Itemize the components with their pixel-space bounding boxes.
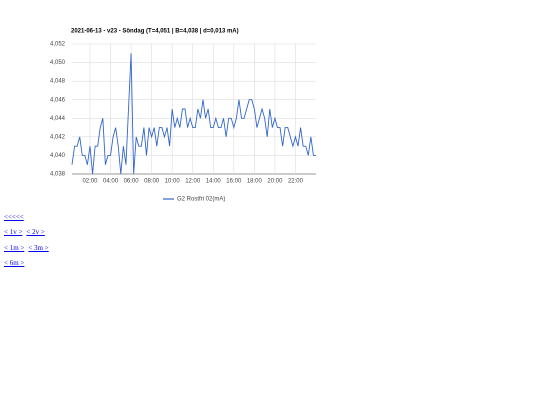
nav-link[interactable]: <<<<< [4,213,24,221]
nav-link[interactable]: < 6m > [4,258,25,267]
y-tick-label: 4,050 [50,60,66,66]
y-tick-label: 4,040 [50,153,66,159]
x-tick-label: 20:00 [267,179,283,185]
nav-row: < 1m > < 3m > [4,244,53,259]
nav-row: < 1v > < 2v > [4,228,53,243]
nav-link[interactable]: < 1v > [4,228,23,237]
nav-link[interactable]: < 1m > [4,243,25,252]
x-tick-label: 10:00 [165,179,181,185]
navigation: <<<<< < 1v > < 2v > < 1m > < 3m > < 6m > [4,213,53,274]
data-line [71,53,316,175]
x-tick-label: 04:00 [103,179,119,185]
x-tick-label: 02:00 [82,179,98,185]
chart-title: 2021-06-13 - v23 - Söndag (T=4,051 | B=4… [71,29,239,35]
nav-link[interactable]: < 2v > [26,228,45,237]
y-tick-label: 4,038 [50,172,66,178]
nav-row: < 6m > [4,259,53,274]
y-tick-label: 4,044 [50,116,66,122]
y-tick-label: 4,052 [50,42,66,48]
y-tick-label: 4,046 [50,97,66,103]
y-tick-label: 4,042 [50,134,66,140]
x-tick-label: 14:00 [206,179,222,185]
x-tick-label: 06:00 [124,179,140,185]
x-tick-label: 18:00 [247,179,263,185]
x-tick-label: 22:00 [288,179,304,185]
chart: 2021-06-13 - v23 - Söndag (T=4,051 | B=4… [50,29,316,203]
nav-link[interactable]: < 3m > [28,243,49,252]
nav-row: <<<<< [4,213,53,228]
x-tick-label: 12:00 [185,179,201,185]
x-tick-label: 16:00 [226,179,242,185]
x-tick-label: 08:00 [144,179,160,185]
legend-label: G2 Rostfri 02(mA) [177,197,225,203]
y-tick-label: 4,048 [50,79,66,85]
